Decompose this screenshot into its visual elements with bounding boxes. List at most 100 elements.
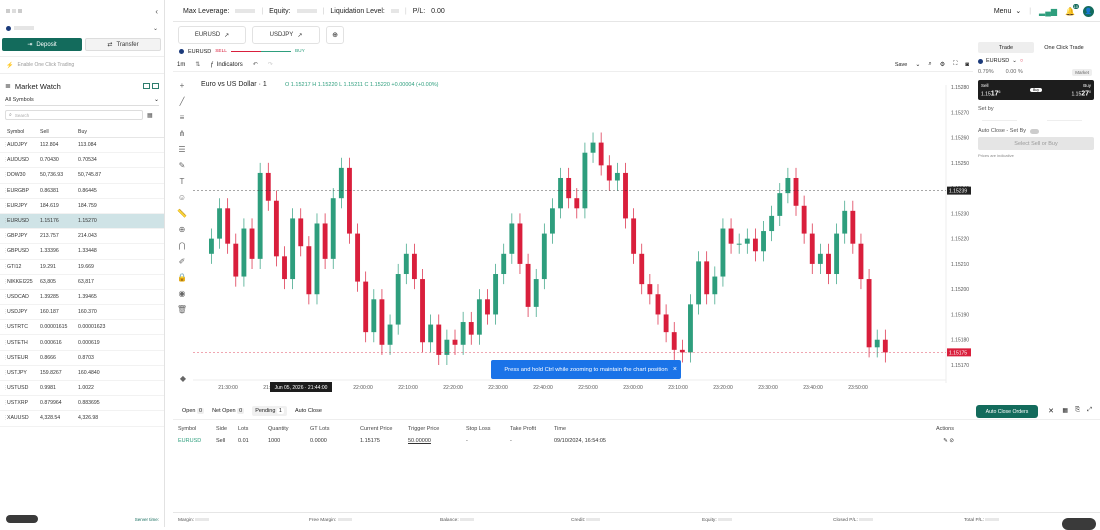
pitchfork-icon[interactable]: ⋔	[178, 128, 186, 138]
eye-icon[interactable]: ◉	[178, 288, 186, 298]
drag-handle-icon[interactable]: ⋮	[3, 248, 9, 255]
save-button[interactable]: Save	[894, 61, 908, 68]
row-buy[interactable]: 19.669	[78, 263, 94, 270]
drag-handle-icon[interactable]: ⋮	[3, 157, 9, 164]
export-icon[interactable]: ⎘	[1075, 407, 1080, 413]
symbol-search-input[interactable]: ⌕ Search	[5, 110, 143, 120]
row-sell[interactable]: 0.8666	[40, 354, 56, 361]
lock-icon[interactable]: 🔒	[177, 272, 187, 282]
drag-handle-icon[interactable]: ⋮	[3, 400, 9, 407]
market-watch-row[interactable]: ⋮ USDCAD 1.39285 1.39465	[0, 290, 164, 306]
market-watch-row[interactable]: ⋮ USDJPY 160.187 160.370	[0, 305, 164, 321]
market-watch-row[interactable]: ⋮ USTEUR 0.8666 0.8703	[0, 351, 164, 366]
avatar[interactable]: 👤	[1083, 5, 1094, 17]
row-buy[interactable]: 160.4840	[78, 369, 100, 376]
one-click-toggle[interactable]: ⚡ Enable One Click Trading	[0, 56, 164, 74]
settings-icon[interactable]: ⚙	[939, 62, 946, 68]
horizontal-lines-icon[interactable]: ≡	[179, 112, 185, 122]
auto-close-toggle[interactable]	[1030, 128, 1039, 134]
timeframe-button[interactable]: 1m	[177, 61, 186, 68]
text-icon[interactable]: T	[179, 176, 185, 186]
drag-handle-icon[interactable]: ⋮	[3, 415, 9, 422]
order-row[interactable]: EURUSD Sell 0.01 1000 0.0000 1.15175 50.00000 -…	[173, 435, 1100, 446]
row-sell[interactable]: 0.879964	[40, 400, 62, 407]
row-buy[interactable]: 63,817	[78, 278, 94, 285]
market-watch-row[interactable]: ⋮ NIKKEI225 63,805 63,817	[0, 275, 164, 290]
drag-handle-icon[interactable]: ⋮	[3, 385, 9, 392]
calendar-icon[interactable]: ▦	[1062, 408, 1068, 414]
undo-icon[interactable]: ↶	[252, 62, 258, 68]
tab-eurusd[interactable]: EURUSD ↗	[178, 26, 246, 44]
drag-handle-icon[interactable]: ⋮	[3, 263, 9, 270]
tab-one-click-trade[interactable]: One Click Trade	[1044, 44, 1084, 51]
zoom-button[interactable]: ⊕	[326, 26, 344, 44]
magnify-icon[interactable]: ⌕	[928, 61, 932, 67]
camera-icon[interactable]: ◙	[965, 61, 969, 68]
row-buy[interactable]: 184.759	[78, 202, 97, 209]
scroll-right-button[interactable]	[1062, 518, 1096, 530]
tab-open[interactable]: Open 0	[182, 407, 205, 414]
drag-handle-icon[interactable]: ⋮	[3, 187, 9, 194]
calendar-icon[interactable]: ▦	[147, 112, 153, 119]
market-watch-row[interactable]: ⋮ GBPUSD 1.33396 1.33448	[0, 244, 164, 260]
edit-icon[interactable]: ✎	[943, 437, 948, 444]
ruler-icon[interactable]: 📏	[177, 208, 187, 218]
market-watch-row[interactable]: ⋮ EURUSD 1.15176 1.15270	[0, 213, 164, 230]
drag-handle-icon[interactable]: ⋮	[3, 142, 9, 149]
set-by-value-input[interactable]	[1047, 119, 1082, 121]
account-selector[interactable]: ⌄	[0, 22, 164, 34]
drag-handle-icon[interactable]: ⋮	[3, 369, 9, 376]
indicators-button[interactable]: ƒ Indicators	[210, 61, 243, 68]
chevron-down-icon[interactable]: ⌄	[152, 25, 158, 32]
drag-handle-icon[interactable]: ⋮	[3, 172, 9, 179]
row-sell[interactable]: 4,328.54	[40, 415, 61, 422]
market-watch-row[interactable]: ⋮ GBPJPY 213.757 214.043	[0, 229, 164, 245]
grid-view-icon[interactable]	[143, 83, 150, 89]
close-all-icon[interactable]: ✕	[1048, 408, 1054, 415]
row-sell[interactable]: 50,736.93	[40, 172, 64, 179]
row-sell[interactable]: 1.33396	[40, 248, 59, 255]
row-buy[interactable]: 1.15270	[78, 218, 97, 225]
zoom-tool-icon[interactable]: ⊕	[178, 224, 186, 234]
tab-trade[interactable]: Trade	[978, 42, 1034, 53]
market-watch-row[interactable]: ⋮ XAUUSD 4,328.54 4,326.98	[0, 411, 164, 427]
drag-handle-icon[interactable]: ⋮	[3, 354, 9, 361]
market-watch-row[interactable]: ⋮ GTI12 19.291 19.669	[0, 260, 164, 275]
row-buy[interactable]: 4,326.98	[78, 415, 99, 422]
row-buy[interactable]: 1.39465	[78, 293, 97, 300]
transfer-button[interactable]: ⇄ Transfer	[85, 38, 161, 51]
set-by-input[interactable]	[982, 119, 1017, 121]
expand-icon[interactable]: ⤢	[1087, 407, 1092, 413]
cancel-order-icon[interactable]: ⊘	[949, 437, 954, 444]
row-sell[interactable]: 184.619	[40, 202, 59, 209]
drag-handle-icon[interactable]: ⋮	[3, 218, 9, 225]
market-watch-row[interactable]: ⋮ USTJPY 159.8267 160.4840	[0, 366, 164, 381]
drag-handle-icon[interactable]: ⋮	[3, 324, 9, 331]
bell-icon[interactable]: 🔔 10	[1065, 3, 1079, 16]
row-buy[interactable]: 50,745.87	[78, 172, 102, 179]
auto-close-orders-button[interactable]: Auto Close Orders	[976, 405, 1038, 418]
sell-quote[interactable]: Sell 1.15176	[981, 82, 1001, 98]
market-watch-row[interactable]: ⋮ USTXRP 0.879964 0.883695	[0, 396, 164, 412]
row-sell[interactable]: 0.000616	[40, 339, 62, 346]
row-buy[interactable]: 0.86445	[78, 187, 97, 194]
row-sell[interactable]: 0.70430	[40, 157, 59, 164]
emoji-icon[interactable]: ☺	[177, 192, 187, 202]
market-watch-row[interactable]: ⋮ EURJPY 184.619 184.759	[0, 199, 164, 214]
drag-handle-icon[interactable]: ⋮	[3, 233, 9, 240]
drag-handle-icon[interactable]: ⋮	[3, 202, 9, 209]
order-cell-trigger-price[interactable]: 50.00000	[408, 437, 431, 444]
row-buy[interactable]: 0.883695	[78, 400, 100, 407]
brush-icon[interactable]: ✎	[178, 160, 186, 170]
crosshair-icon[interactable]: +	[179, 80, 185, 90]
select-sell-buy-button[interactable]: Select Sell or Buy	[978, 137, 1094, 150]
row-buy[interactable]: 113.084	[78, 142, 97, 149]
lock-drawing-icon[interactable]: ✐	[178, 256, 186, 266]
row-sell[interactable]: 159.8267	[40, 369, 62, 376]
row-buy[interactable]: 0.70534	[78, 157, 97, 164]
market-watch-row[interactable]: ⋮ DOW30 50,736.93 50,745.87	[0, 168, 164, 184]
magnet-icon[interactable]: ⋂	[178, 240, 186, 250]
candlestick-chart[interactable]: 1.152801.152701.152601.152501.152401.152…	[173, 25, 973, 397]
chevron-down-icon[interactable]: ⌄	[1012, 58, 1017, 64]
drag-handle-icon[interactable]: ⋮	[3, 339, 9, 346]
